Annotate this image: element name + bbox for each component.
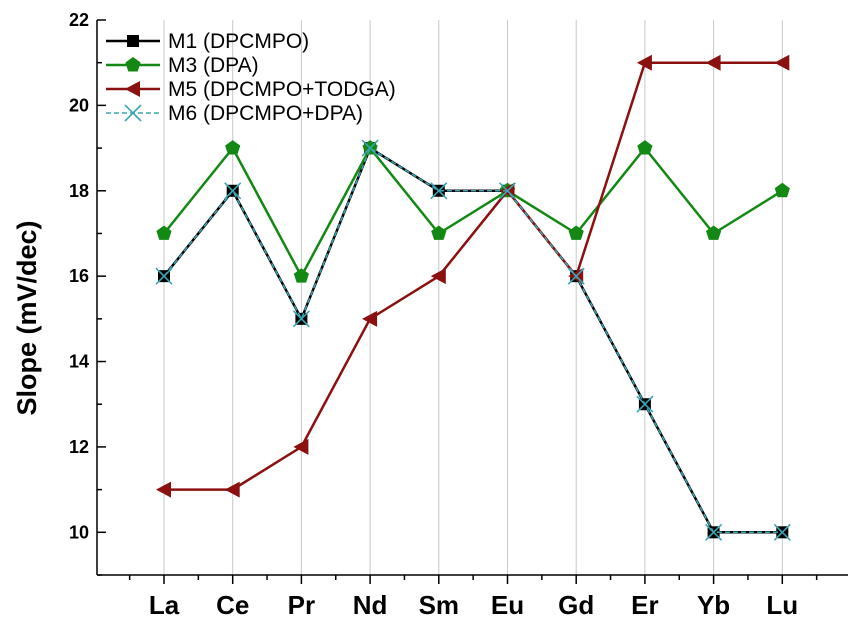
data-point-s3-la: [156, 481, 171, 498]
legend: M1 (DPCMPO)M3 (DPA)M5 (DPCMPO+TODGA)M6 (…: [106, 30, 396, 125]
y-tick-label: 20: [69, 95, 89, 115]
legend-label-4: M6 (DPCMPO+DPA): [168, 102, 363, 125]
series-line-2: [163, 145, 783, 279]
y-tick-label: 12: [69, 437, 89, 457]
data-point-s3-yb: [705, 54, 721, 71]
legend-item-2: M3 (DPA): [106, 54, 259, 77]
data-point-s4-er: [636, 395, 654, 413]
x-tick-label-gd: Gd: [558, 590, 594, 620]
x-tick-label-pr: Pr: [288, 590, 315, 620]
series-line-3: [164, 61, 783, 491]
data-point-s2-lu: [774, 182, 790, 198]
data-point-s3-sm: [430, 268, 446, 285]
legend-label-2: M3 (DPA): [168, 54, 259, 77]
x-tick-label-la: La: [149, 590, 180, 620]
y-axis-title: Slope (mV/dec): [12, 220, 42, 415]
legend-item-1: M1 (DPCMPO): [106, 30, 309, 53]
series-line-4: [163, 146, 783, 534]
x-tick-label-ce: Ce: [216, 590, 249, 620]
legend-label-3: M5 (DPCMPO+TODGA): [168, 78, 396, 101]
legend-swatch-marker: [124, 104, 142, 122]
x-tick-label-sm: Sm: [419, 590, 459, 620]
series-group: [155, 54, 791, 541]
vertical-gridlines: [163, 20, 783, 575]
y-tick-label: 18: [69, 181, 89, 201]
data-point-s3-pr: [293, 438, 309, 455]
data-point-s4-gd: [567, 267, 585, 285]
y-tick-label: 14: [69, 352, 89, 372]
legend-swatch-marker: [127, 35, 139, 47]
x-tick-label-nd: Nd: [353, 590, 388, 620]
data-point-s4-nd: [361, 139, 379, 157]
data-point-s4-yb: [705, 523, 723, 541]
series-1: [158, 142, 789, 539]
x-tick-label-er: Er: [631, 590, 658, 620]
legend-item-3: M5 (DPCMPO+TODGA): [106, 78, 396, 101]
data-point-s2-gd: [568, 225, 584, 240]
series-4: [155, 139, 791, 541]
y-tick-label: 22: [69, 10, 89, 30]
x-tick-label-lu: Lu: [766, 590, 798, 620]
data-point-s4-sm: [430, 182, 448, 200]
x-tick-label-eu: Eu: [491, 590, 524, 620]
y-tick-label: 10: [69, 522, 89, 542]
y-tick-label: 16: [69, 266, 89, 286]
series-2: [156, 140, 790, 283]
data-point-s3-er: [636, 54, 652, 71]
data-point-s3-ce: [224, 481, 240, 498]
legend-swatch-marker: [125, 81, 140, 97]
data-point-s3-lu: [774, 54, 790, 71]
data-point-s4-eu: [498, 182, 517, 200]
data-point-s4-pr: [292, 310, 310, 328]
data-point-s2-pr: [293, 268, 309, 283]
x-tick-label-yb: Yb: [697, 590, 730, 620]
legend-label-1: M1 (DPCMPO): [168, 30, 309, 53]
data-point-s2-yb: [706, 225, 722, 240]
data-point-s2-la: [156, 225, 172, 240]
axes: 10 12 14 16 18 20 22 La Ce Pr Nd Sm Eu Gd Er Yb Lu: [69, 10, 848, 620]
data-point-s3-nd: [362, 310, 378, 327]
data-point-s2-er: [637, 140, 653, 155]
data-point-s4-ce: [224, 182, 242, 200]
legend-swatch-marker: [125, 57, 141, 72]
data-point-s4-la: [155, 267, 173, 285]
legend-item-4: M6 (DPCMPO+DPA): [106, 102, 363, 125]
data-point-s2-sm: [431, 225, 447, 240]
data-point-s2-ce: [225, 140, 241, 155]
data-point-s4-lu: [773, 523, 791, 541]
